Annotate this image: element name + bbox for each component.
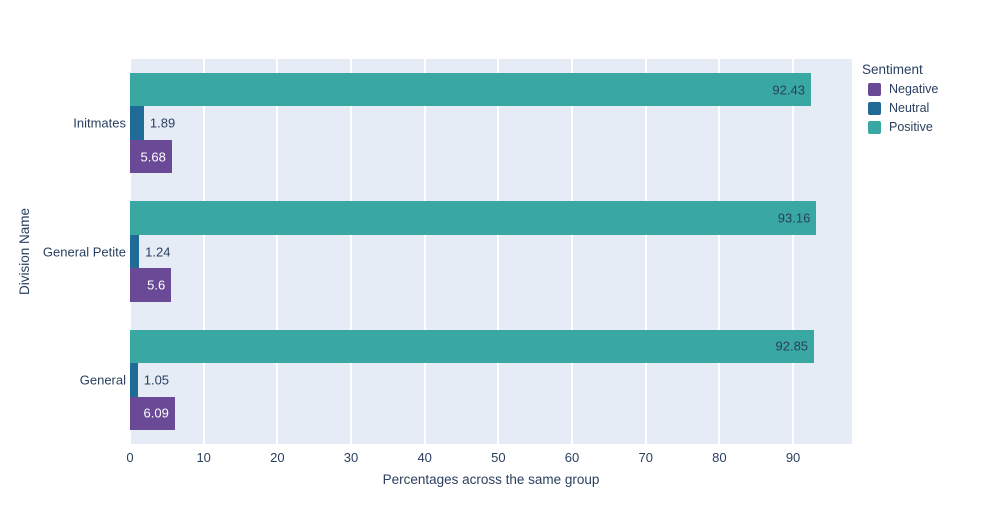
x-axis-title: Percentages across the same group [382, 472, 600, 487]
legend-item-label: Neutral [889, 101, 930, 115]
bar-value-label: 5.6 [147, 277, 166, 293]
bar-value-label: 92.43 [772, 82, 805, 98]
bar-positive-initmates: 92.43 [130, 72, 811, 107]
legend-title: Sentiment [862, 62, 923, 77]
x-tick-label: 40 [417, 450, 432, 465]
bar-neutral-initmates: 1.89 [130, 106, 175, 140]
legend-items: Negative Neutral Positive [862, 83, 938, 134]
plot-area: 92.43 1.89 5.68 93.16 1.24 5.6 92.85 1.05 6.09 [129, 59, 852, 444]
bar-value-label: 1.05 [143, 372, 170, 388]
gridline [571, 59, 574, 444]
bar-positive-general: 92.85 [130, 329, 815, 364]
bar-negative-initmates: 5.68 [130, 139, 172, 174]
x-tick-label: 70 [638, 450, 653, 465]
bar-positive-general-petite: 93.16 [130, 201, 817, 235]
legend-item-label: Negative [889, 82, 939, 96]
legend-item-negative[interactable]: Negative [868, 83, 938, 96]
bar-negative-general: 6.09 [130, 396, 175, 431]
bar-value-label: 1.24 [145, 244, 171, 259]
x-tick-label: 30 [343, 450, 359, 465]
legend-swatch-icon [868, 102, 881, 115]
legend-item-neutral[interactable]: Neutral [868, 102, 938, 115]
legend-swatch-icon [868, 121, 881, 134]
x-tick-label: 0 [126, 450, 134, 465]
x-tick-label: 90 [785, 450, 801, 465]
gridline [276, 59, 279, 444]
x-tick-label: 20 [270, 450, 285, 465]
x-tick-label: 10 [196, 450, 211, 465]
y-tick-label: General Petite [42, 244, 126, 259]
bar-neutral-general: 1.05 [130, 363, 169, 397]
x-tick-label: 50 [491, 450, 506, 465]
bar-value-label: 6.09 [143, 405, 169, 421]
gridline [423, 59, 426, 444]
bar-value-label: 1.89 [149, 115, 176, 131]
legend-swatch-icon [868, 83, 881, 96]
bar-value-label: 93.16 [777, 210, 811, 226]
gridline [792, 59, 795, 444]
bar-value-label: 5.68 [140, 149, 166, 165]
gridline [202, 59, 205, 444]
legend-item-label: Positive [889, 120, 933, 134]
gridline [644, 59, 647, 444]
x-tick-label: 60 [564, 450, 580, 465]
gridline [497, 59, 500, 444]
y-tick-label: Initmates [73, 115, 126, 131]
gridline [718, 59, 721, 444]
bar-value-label: 92.85 [775, 338, 809, 354]
legend: Sentiment Negative Neutral Positive [862, 62, 938, 140]
y-tick-label: General [79, 372, 126, 388]
bar-negative-general-petite: 5.6 [130, 268, 172, 302]
gridline [350, 59, 353, 444]
x-tick-label: 80 [712, 450, 727, 465]
bar-neutral-general-petite: 1.24 [130, 234, 170, 269]
legend-item-positive[interactable]: Positive [868, 121, 938, 134]
